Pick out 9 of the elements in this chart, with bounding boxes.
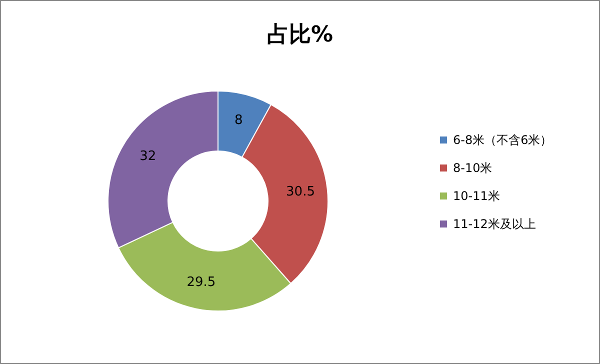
legend-label: 11-12米及以上: [453, 217, 536, 231]
legend-label: 6-8米（不含6米）: [453, 133, 552, 147]
legend-label: 10-11米: [453, 189, 500, 203]
data-label: 32: [140, 149, 156, 164]
data-label: 30.5: [286, 184, 315, 200]
chart-title: 占比%: [266, 22, 334, 48]
legend-label: 8-10米: [453, 161, 492, 175]
data-label: 8: [234, 113, 243, 128]
data-label: 29.5: [186, 274, 216, 290]
